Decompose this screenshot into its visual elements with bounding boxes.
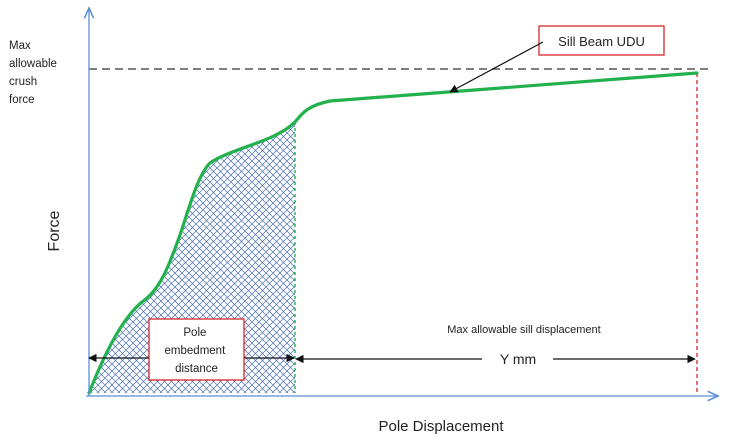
embedment-label-box	[148, 318, 245, 381]
y-mm-label: Y mm	[500, 351, 536, 367]
force-displacement-curve	[87, 71, 699, 395]
embedment-label: Pole embedment distance	[165, 327, 229, 375]
y-axis-label: Force	[46, 210, 63, 251]
callout-label: Sill Beam UDU	[558, 34, 645, 49]
callout-box	[538, 25, 665, 56]
callout-arrow	[449, 41, 544, 93]
sill-displacement-label: Max allowable sill displacement	[447, 324, 600, 336]
threshold-label: Max allowable crush force	[9, 40, 60, 106]
x-axis-label: Pole Displacement	[378, 418, 504, 435]
